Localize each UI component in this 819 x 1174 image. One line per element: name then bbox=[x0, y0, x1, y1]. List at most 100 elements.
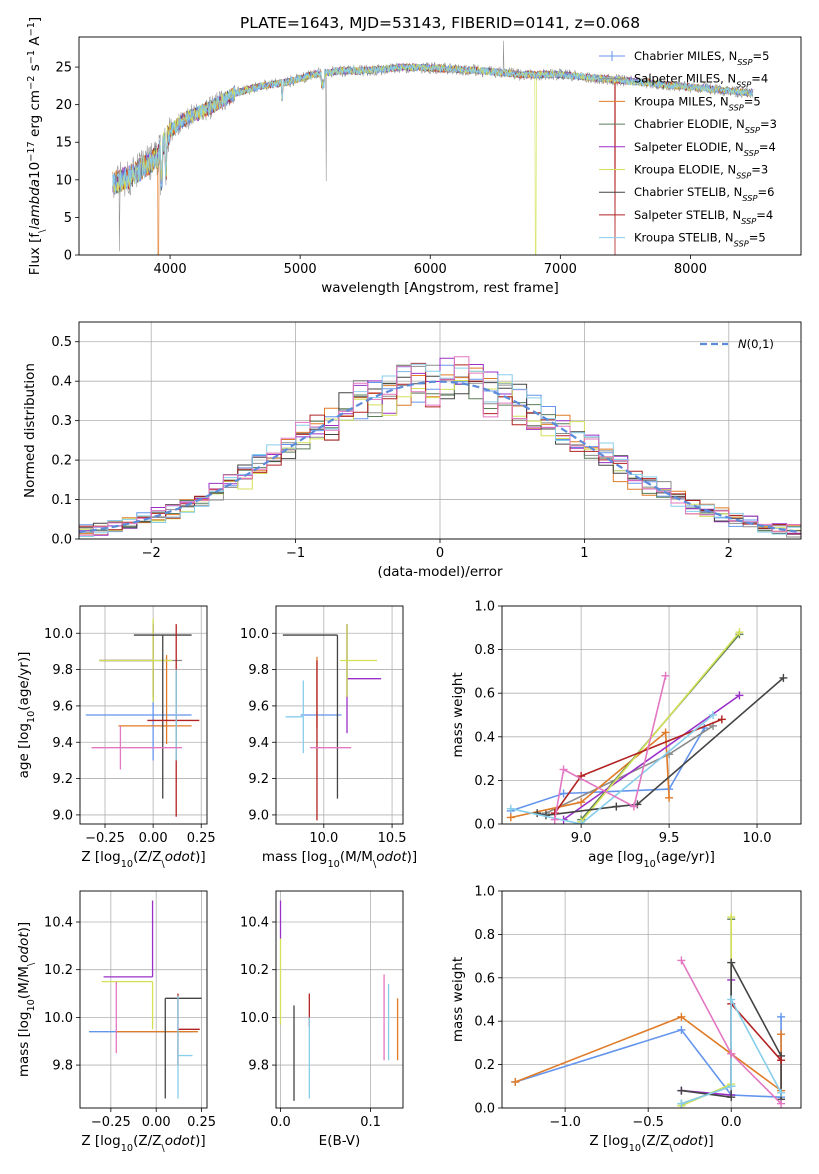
y-tick-label: 9.4 bbox=[52, 736, 73, 751]
series-marker bbox=[559, 789, 568, 798]
series-marker bbox=[677, 1012, 686, 1021]
series-marker bbox=[727, 995, 736, 1004]
series-line bbox=[554, 675, 667, 820]
x-tick-label: 9.0 bbox=[571, 831, 592, 846]
y-tick-label: 0.0 bbox=[51, 533, 72, 548]
series-marker bbox=[511, 1077, 520, 1086]
panel-age-vs-mass: 10.0 10.5 9.0 9.2 9.4 9.6 9.8 10.0 mass [log10(M… bbox=[240, 605, 417, 870]
series-marker bbox=[709, 711, 718, 719]
errorbar-point bbox=[91, 725, 182, 770]
series-line bbox=[510, 730, 670, 819]
legend-entry-label: Chabrier ELODIE, NSSP=3 bbox=[634, 117, 777, 135]
panel-age-vs-Z: −0.25 0.00 0.25 9.0 9.2 9.4 9.6 9.8 10.0 Z [log10… bbox=[16, 605, 216, 870]
y-tick-label: 0.2 bbox=[51, 454, 72, 469]
normal-curve bbox=[79, 380, 801, 534]
legend-entry-label: Kroupa ELODIE, NSSP=3 bbox=[634, 163, 768, 181]
y-tick-label: 0.0 bbox=[474, 818, 495, 833]
y-axis-label: Normed distribution bbox=[22, 363, 38, 498]
y-tick-label: 9.6 bbox=[248, 699, 269, 714]
series-marker bbox=[677, 1025, 686, 1034]
x-axis-label: E(B-V) bbox=[319, 1133, 361, 1149]
series-marker bbox=[727, 1049, 736, 1058]
y-tick-label: 0.5 bbox=[51, 335, 72, 350]
series-marker bbox=[777, 1030, 786, 1039]
series-line bbox=[580, 631, 741, 823]
x-tick-label: 6000 bbox=[414, 262, 447, 277]
errorbar-point bbox=[340, 624, 378, 697]
x-tick-label: −1 bbox=[286, 546, 305, 561]
series-marker bbox=[727, 1082, 736, 1091]
errorbar-point bbox=[101, 980, 154, 1030]
plot-area bbox=[282, 624, 382, 821]
series-line bbox=[681, 917, 732, 1107]
plot-area bbox=[85, 618, 200, 817]
y-tick-label: 0.8 bbox=[474, 928, 495, 943]
figure-title: PLATE=1643, MJD=53143, FIBERID=0141, z=0… bbox=[240, 14, 640, 32]
series-marker bbox=[777, 1099, 786, 1108]
legend-entry-label: Salpeter ELODIE, NSSP=4 bbox=[634, 140, 776, 158]
residual-legend: N(0,1) bbox=[700, 337, 774, 351]
series-line bbox=[510, 727, 705, 812]
y-tick-label: 0 bbox=[64, 249, 72, 264]
plot-area bbox=[112, 40, 754, 255]
axes-frame bbox=[78, 321, 802, 540]
plot-area bbox=[79, 356, 801, 538]
series-marker bbox=[677, 1099, 686, 1108]
series-marker bbox=[559, 765, 568, 774]
series-marker bbox=[777, 1012, 786, 1021]
x-tick-label: 10.0 bbox=[743, 831, 772, 846]
axes-frame bbox=[79, 605, 208, 825]
y-axis-label: mass [log10(M/M\odot)] bbox=[16, 922, 37, 1077]
y-tick-label: 10.0 bbox=[44, 627, 73, 642]
x-tick-label: 7000 bbox=[544, 262, 577, 277]
x-axis-label: age [log10(age/yr)] bbox=[588, 849, 715, 870]
y-tick-label: 0.6 bbox=[474, 687, 495, 702]
x-axis-label: wavelength [Angstrom, rest frame] bbox=[321, 280, 559, 296]
series-marker bbox=[779, 673, 788, 682]
x-tick-label: −0.25 bbox=[85, 831, 125, 846]
x-tick-label: 10.0 bbox=[309, 831, 338, 846]
panel-weight-vs-age: 9.0 9.5 10.0 0.0 0.2 0.4 0.6 0.8 1.0 age [log10(a… bbox=[450, 600, 802, 870]
y-tick-label: 9.8 bbox=[52, 663, 73, 678]
series-line bbox=[681, 980, 732, 1096]
x-tick-label: 0.00 bbox=[139, 831, 168, 846]
y-tick-label: 9.4 bbox=[248, 736, 269, 751]
errorbar-point bbox=[99, 618, 173, 703]
axes-frame bbox=[78, 36, 802, 256]
errorbar-point bbox=[282, 634, 339, 799]
series-marker bbox=[727, 913, 736, 922]
y-tick-label: 9.8 bbox=[248, 663, 269, 678]
plot-area bbox=[279, 900, 399, 1101]
y-tick-label: 10.4 bbox=[240, 916, 269, 931]
errorbar-point bbox=[285, 680, 304, 754]
panel-mass-vs-Z: −0.25 0.00 0.25 9.8 10.0 10.2 10.4 Z [log10(Z/Z… bbox=[16, 890, 216, 1154]
series-marker bbox=[665, 793, 674, 802]
x-tick-label: 4000 bbox=[154, 262, 187, 277]
x-tick-label: 0 bbox=[436, 546, 444, 561]
errorbar-point bbox=[346, 624, 382, 734]
series-marker bbox=[727, 1093, 736, 1102]
x-tick-label: −0.5 bbox=[632, 1115, 664, 1130]
panel-mass-vs-ebv: 0.0 0.1 9.8 10.0 10.2 10.4 E(B-V) bbox=[240, 890, 404, 1149]
y-tick-label: 0.4 bbox=[51, 375, 72, 390]
errorbar-point bbox=[177, 995, 193, 1099]
series-marker bbox=[717, 715, 726, 724]
y-tick-label: 0.6 bbox=[474, 971, 495, 986]
axes-frame bbox=[501, 890, 802, 1109]
y-tick-label: 0.4 bbox=[474, 730, 495, 745]
axes-frame bbox=[501, 605, 802, 825]
series-marker bbox=[677, 1086, 686, 1095]
y-axis-label: mass weight bbox=[450, 957, 466, 1042]
axes-frame bbox=[275, 605, 404, 825]
y-tick-label: 0.1 bbox=[51, 493, 72, 508]
x-tick-label: 5000 bbox=[284, 262, 317, 277]
x-tick-label: 8000 bbox=[674, 262, 707, 277]
series-marker bbox=[577, 798, 586, 807]
y-tick-label: 9.0 bbox=[248, 808, 269, 823]
y-tick-label: 0.8 bbox=[474, 643, 495, 658]
x-tick-label: 0.0 bbox=[721, 1115, 742, 1130]
legend-entry-label: Kroupa MILES, NSSP=5 bbox=[634, 94, 761, 112]
y-axis-label: Flux [f\lambda10−17 erg cm−2 s−1 A−1] bbox=[26, 17, 48, 275]
